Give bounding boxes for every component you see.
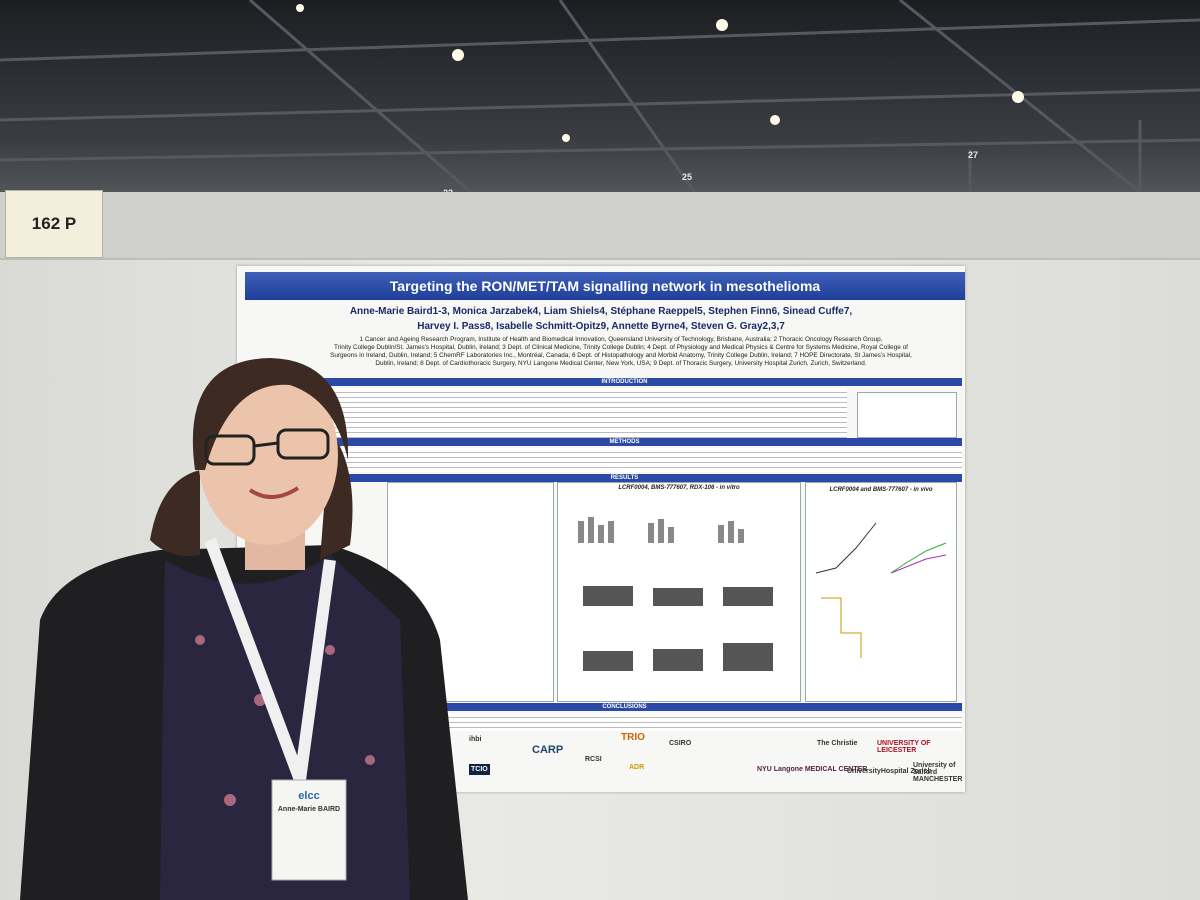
poster-title: Targeting the RON/MET/TAM signalling net…	[245, 272, 965, 300]
section-header: METHODS	[287, 438, 962, 446]
poster: Targeting the RON/MET/TAM signalling net…	[237, 266, 965, 792]
methods-text	[287, 448, 962, 472]
badge-name: Anne-Marie BAIRD	[277, 806, 341, 813]
logo: ihbi	[469, 736, 482, 743]
logo: UniversityHospital Zurich	[847, 768, 932, 775]
section-header: CONCLUSIONS	[287, 703, 962, 711]
affiliation: Trinity College Dublin/St. James's Hospi…	[334, 344, 908, 351]
logo: ADR	[629, 764, 645, 771]
logo: UNIVERSITY OF LEICESTER	[877, 740, 931, 754]
hall-number: 25	[682, 172, 693, 182]
authors: Anne-Marie Baird1-3, Monica Jarzabek4, L…	[349, 306, 853, 317]
ceiling	[0, 0, 1200, 220]
line-plots	[815, 522, 947, 658]
intro-figure	[857, 392, 957, 438]
logo: University of Salford MANCHESTER	[913, 762, 963, 783]
section-header: RESULTS	[287, 474, 962, 482]
logo: RCSI	[585, 756, 602, 763]
section-header: INTRODUCTION	[287, 378, 962, 386]
affiliation: Dublin, Ireland; 8 Dept. of Cardiothorac…	[375, 360, 867, 367]
logo: NYU Langone MEDICAL CENTER	[757, 766, 868, 773]
board-header	[0, 192, 1200, 260]
figure-title: LCRF0004, BMS-777607, RDX-106 - in vitro	[618, 485, 740, 491]
logo: TRIO	[621, 732, 645, 743]
hall-number: 27	[968, 150, 979, 160]
figure-title: LCRF0004 and BMS-777607 - in vivo	[829, 487, 933, 493]
badge-brand: elcc	[298, 790, 320, 802]
authors: Harvey I. Pass8, Isabelle Schmitt-Opitz9…	[417, 321, 785, 332]
logo: The Christie	[817, 740, 858, 747]
ceiling-structure	[0, 0, 1200, 220]
bar-plots	[578, 517, 773, 671]
conclusions-text	[287, 713, 962, 731]
logo: TCIO	[469, 764, 490, 775]
affiliation: Surgeons in Ireland, Dublin, Ireland; 5 …	[330, 352, 912, 359]
affiliation: 1 Cancer and Ageing Research Program, In…	[359, 336, 883, 343]
logo: CARP	[532, 744, 564, 756]
board-label: 162 P	[5, 190, 103, 258]
intro-text	[287, 388, 847, 438]
logo: CSIRO	[669, 740, 692, 747]
results-figure: LCRF0004 and BMS-777607 - in vivo	[805, 482, 957, 702]
results-figure: LCRF0004, BMS-777607, RDX-106 - in vitro	[557, 482, 801, 702]
